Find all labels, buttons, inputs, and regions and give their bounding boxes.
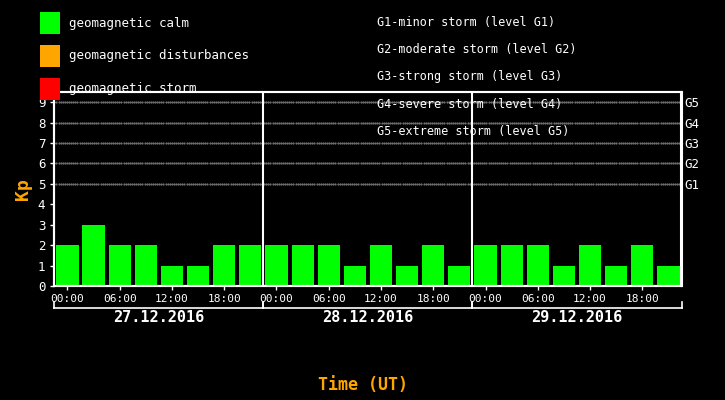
Bar <box>605 266 627 286</box>
Bar <box>344 266 366 286</box>
Bar <box>187 266 210 286</box>
Bar <box>57 245 78 286</box>
Bar <box>135 245 157 286</box>
Text: G1-minor storm (level G1): G1-minor storm (level G1) <box>377 16 555 29</box>
Bar <box>552 266 575 286</box>
Bar <box>318 245 340 286</box>
Bar <box>109 245 130 286</box>
Bar <box>658 266 679 286</box>
Bar <box>500 245 523 286</box>
Text: geomagnetic storm: geomagnetic storm <box>69 82 196 95</box>
Text: G5-extreme storm (level G5): G5-extreme storm (level G5) <box>377 125 569 138</box>
Text: 29.12.2016: 29.12.2016 <box>531 310 623 325</box>
Bar <box>526 245 549 286</box>
Text: geomagnetic disturbances: geomagnetic disturbances <box>69 49 249 62</box>
Text: G2-moderate storm (level G2): G2-moderate storm (level G2) <box>377 43 576 56</box>
Bar <box>579 245 601 286</box>
Text: 28.12.2016: 28.12.2016 <box>323 310 413 325</box>
Bar <box>474 245 497 286</box>
Text: G3-strong storm (level G3): G3-strong storm (level G3) <box>377 70 563 84</box>
Bar <box>422 245 444 286</box>
Bar <box>291 245 314 286</box>
Bar <box>213 245 236 286</box>
Text: 27.12.2016: 27.12.2016 <box>113 310 204 325</box>
Bar <box>370 245 392 286</box>
Text: Time (UT): Time (UT) <box>318 376 407 394</box>
Bar <box>83 225 104 286</box>
Bar <box>396 266 418 286</box>
Text: geomagnetic calm: geomagnetic calm <box>69 16 189 30</box>
Bar <box>631 245 653 286</box>
Bar <box>161 266 183 286</box>
Bar <box>239 245 262 286</box>
Text: G4-severe storm (level G4): G4-severe storm (level G4) <box>377 98 563 111</box>
Bar <box>448 266 471 286</box>
Bar <box>265 245 288 286</box>
Y-axis label: Kp: Kp <box>14 178 33 200</box>
